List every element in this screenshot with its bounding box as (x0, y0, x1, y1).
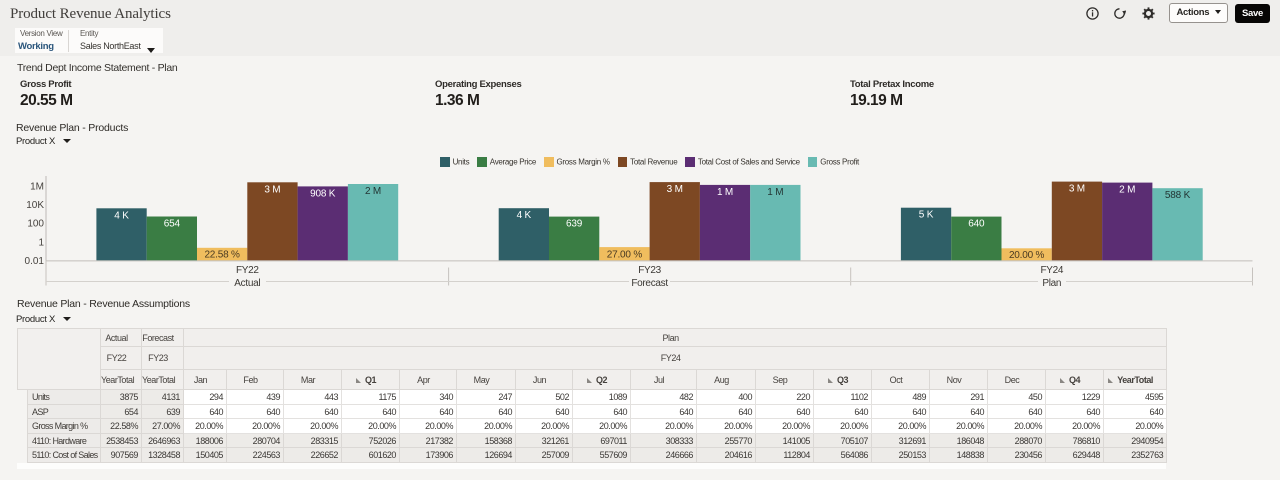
svg-text:5 K: 5 K (919, 210, 934, 221)
svg-text:2 M: 2 M (365, 186, 381, 197)
svg-text:27.00 %: 27.00 % (607, 249, 643, 260)
svg-text:588 K: 588 K (1165, 190, 1191, 201)
svg-text:654: 654 (164, 219, 181, 230)
svg-text:20.00 %: 20.00 % (1009, 250, 1045, 261)
svg-text:4 K: 4 K (114, 210, 129, 221)
svg-text:Plan: Plan (1042, 278, 1061, 289)
svg-text:1 M: 1 M (717, 187, 733, 198)
svg-text:2 M: 2 M (1119, 185, 1135, 196)
svg-text:FY24: FY24 (1040, 265, 1063, 276)
svg-text:3 M: 3 M (667, 184, 683, 195)
svg-text:FY23: FY23 (638, 265, 661, 276)
svg-text:1: 1 (38, 237, 44, 248)
svg-text:908 K: 908 K (310, 188, 336, 199)
svg-text:639: 639 (566, 219, 583, 230)
svg-text:Forecast: Forecast (631, 278, 668, 289)
svg-text:4 K: 4 K (517, 210, 532, 221)
svg-text:Actual: Actual (234, 278, 260, 289)
svg-text:22.58 %: 22.58 % (204, 250, 240, 261)
svg-text:3 M: 3 M (1069, 184, 1085, 195)
svg-text:100: 100 (27, 219, 44, 230)
svg-text:10K: 10K (26, 200, 44, 211)
svg-text:3 M: 3 M (264, 184, 280, 195)
svg-text:0.01: 0.01 (25, 256, 45, 267)
svg-text:FY22: FY22 (236, 265, 259, 276)
svg-text:1 M: 1 M (767, 187, 783, 198)
svg-text:640: 640 (968, 219, 985, 230)
svg-text:1M: 1M (30, 182, 44, 193)
